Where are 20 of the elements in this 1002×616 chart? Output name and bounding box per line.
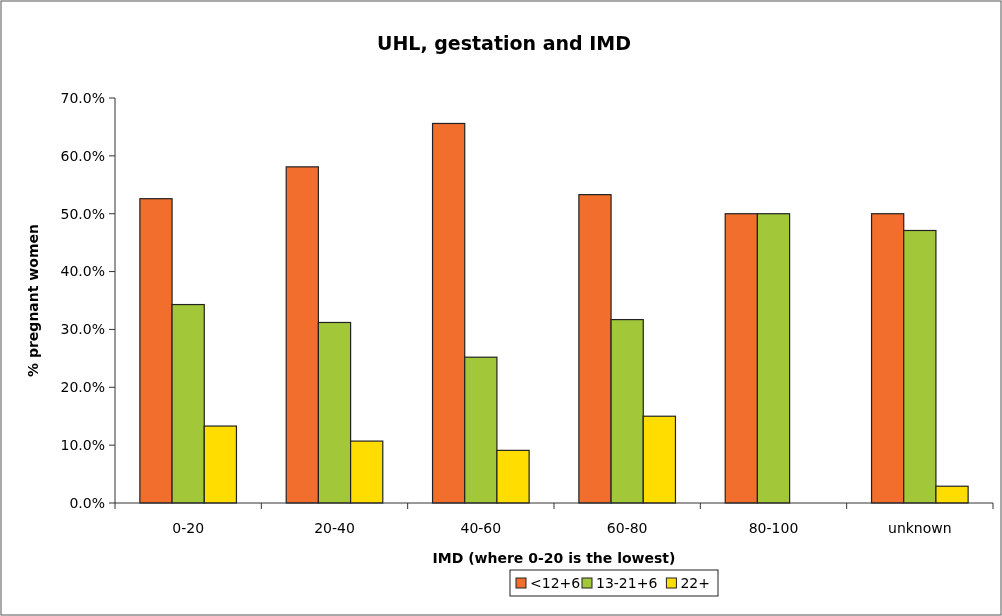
x-axis-title: IMD (where 0-20 is the lowest) bbox=[432, 550, 676, 566]
y-tick-label: 0.0% bbox=[69, 494, 105, 511]
y-tick-label: 20.0% bbox=[60, 379, 105, 396]
x-tick-label: unknown bbox=[888, 520, 952, 536]
x-tick-label: 40-60 bbox=[460, 520, 502, 536]
chart-title: UHL, gestation and IMD bbox=[376, 32, 632, 54]
x-tick-label: 60-80 bbox=[606, 520, 648, 536]
y-tick-label: 10.0% bbox=[60, 437, 105, 454]
y-axis-title: % pregnant women bbox=[25, 224, 41, 377]
y-tick-label: 40.0% bbox=[60, 263, 105, 280]
x-tick-label: 20-40 bbox=[314, 520, 355, 536]
y-tick-label: 50.0% bbox=[60, 205, 105, 222]
x-tick-label: 0-20 bbox=[172, 520, 205, 536]
legend-label: 22+ bbox=[680, 574, 710, 591]
y-tick-label: 70.0% bbox=[60, 89, 105, 106]
x-tick-label: 80-100 bbox=[748, 520, 799, 536]
legend-label: 13-21+6 bbox=[596, 574, 658, 591]
legend-label: <12+6 bbox=[530, 574, 581, 591]
y-tick-label: 60.0% bbox=[60, 147, 105, 164]
y-tick-label: 30.0% bbox=[60, 321, 105, 338]
